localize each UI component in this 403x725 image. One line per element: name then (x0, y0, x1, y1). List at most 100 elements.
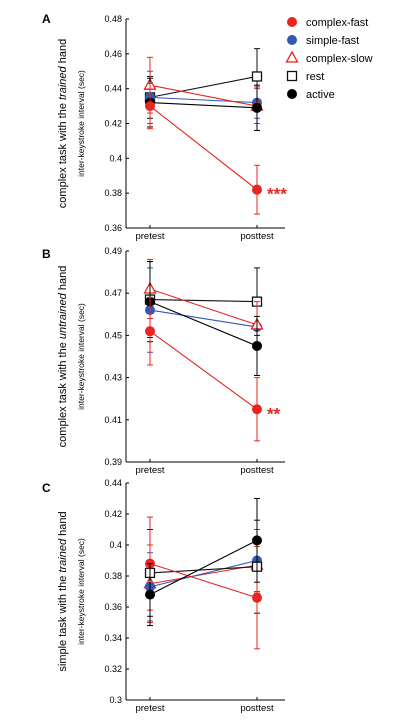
y-tick-label: 0.43 (104, 373, 122, 383)
series-complex-fast (145, 296, 262, 442)
outer-y-label-part: hand (57, 266, 69, 294)
significance-marker: *** (267, 185, 287, 204)
series-line (149, 84, 258, 107)
y-tick-label: 0.4 (109, 540, 122, 550)
x-tick-label: posttest (240, 703, 274, 714)
y-tick-label: 0.42 (104, 509, 122, 519)
series-complex-slow (143, 536, 264, 623)
series-active (145, 77, 262, 131)
data-point (145, 326, 155, 337)
y-tick-label: 0.36 (104, 223, 122, 233)
series-rest (144, 48, 263, 119)
data-point (252, 592, 262, 603)
series-line (149, 301, 258, 347)
series-simple-fast (145, 529, 262, 622)
inner-y-label: inter-keystroke interval (sec) (76, 303, 86, 410)
outer-y-label: complex task with the trained hand (57, 39, 69, 208)
legend-item-complex-fast: complex-fast (287, 17, 368, 29)
x-tick-label: posttest (240, 465, 274, 476)
y-tick-label: 0.49 (104, 246, 122, 256)
legend-label: complex-fast (306, 17, 368, 29)
y-tick-label: 0.41 (104, 415, 122, 425)
y-tick-label: 0.48 (104, 14, 122, 24)
series-line (149, 298, 258, 303)
outer-y-label-part: trained (57, 65, 69, 100)
series-complex-fast (145, 82, 262, 215)
y-tick-label: 0.42 (104, 119, 122, 129)
x-tick-label: pretest (135, 703, 164, 714)
series-line (149, 559, 258, 588)
data-point (252, 340, 262, 351)
y-tick-label: 0.4 (109, 153, 122, 163)
y-tick-label: 0.38 (104, 188, 122, 198)
y-tick-label: 0.45 (104, 330, 122, 340)
legend-item-simple-fast: simple-fast (287, 35, 359, 47)
series-complex-slow (143, 258, 264, 349)
panel-letter: B (42, 247, 51, 261)
significance-marker: ** (267, 404, 281, 423)
y-tick-label: 0.38 (104, 571, 122, 581)
legend-item-rest: rest (286, 70, 324, 83)
x-tick-label: pretest (135, 231, 164, 242)
y-tick-label: 0.36 (104, 602, 122, 612)
panel-letter: C (42, 481, 51, 495)
data-point (252, 102, 262, 113)
legend-marker (285, 50, 299, 63)
outer-y-label: simple task with the trained hand (57, 511, 69, 671)
legend-label: active (306, 89, 335, 101)
inner-y-label: inter-keystroke interval (sec) (76, 70, 86, 177)
legend-item-complex-slow: complex-slow (285, 50, 373, 65)
outer-y-label-part: hand (57, 39, 69, 67)
legend: complex-fast simple-fast complex-slow rest a… (285, 17, 373, 101)
data-point (251, 71, 263, 82)
legend-marker (287, 35, 297, 45)
outer-y-label-part: complex task with the (57, 339, 69, 447)
outer-y-label-part: hand (57, 511, 69, 539)
data-point (252, 184, 262, 195)
legend-marker (286, 70, 298, 82)
outer-y-label: complex task with the untrained hand (57, 266, 69, 448)
panel-letter: A (42, 12, 51, 26)
legend-marker (287, 89, 297, 99)
legend-label: simple-fast (306, 35, 359, 47)
legend-marker (287, 17, 297, 27)
series-line (149, 102, 258, 109)
series-line (149, 96, 258, 104)
y-tick-label: 0.39 (104, 457, 122, 467)
y-tick-label: 0.46 (104, 49, 122, 59)
data-point (252, 404, 262, 415)
series-line (149, 288, 258, 326)
y-tick-label: 0.34 (104, 633, 122, 643)
inner-y-label: inter-keystroke interval (sec) (76, 538, 86, 645)
series-complex-fast (145, 516, 262, 650)
series-line (149, 75, 258, 98)
y-tick-label: 0.3 (109, 695, 122, 705)
y-tick-label: 0.32 (104, 664, 122, 674)
series-line (149, 539, 258, 596)
x-tick-label: pretest (135, 465, 164, 476)
y-tick-label: 0.47 (104, 288, 122, 298)
series-line (149, 105, 258, 191)
data-point (145, 101, 155, 112)
outer-y-label-part: simple task with the (57, 573, 69, 672)
outer-y-label-part: complex task with the (57, 100, 69, 208)
legend-item-active: active (287, 89, 335, 101)
y-tick-label: 0.44 (104, 84, 122, 94)
series-active (145, 498, 262, 627)
series-line (149, 330, 258, 410)
y-tick-label: 0.44 (104, 478, 122, 488)
series-line (149, 309, 258, 328)
data-point (252, 535, 262, 546)
outer-y-label-part: trained (57, 538, 69, 573)
outer-y-label-part: untrained (57, 292, 69, 339)
series-line (149, 566, 258, 574)
legend-label: complex-slow (306, 53, 373, 65)
series-line (149, 563, 258, 599)
legend-label: rest (306, 71, 324, 83)
series-rest (144, 261, 263, 339)
